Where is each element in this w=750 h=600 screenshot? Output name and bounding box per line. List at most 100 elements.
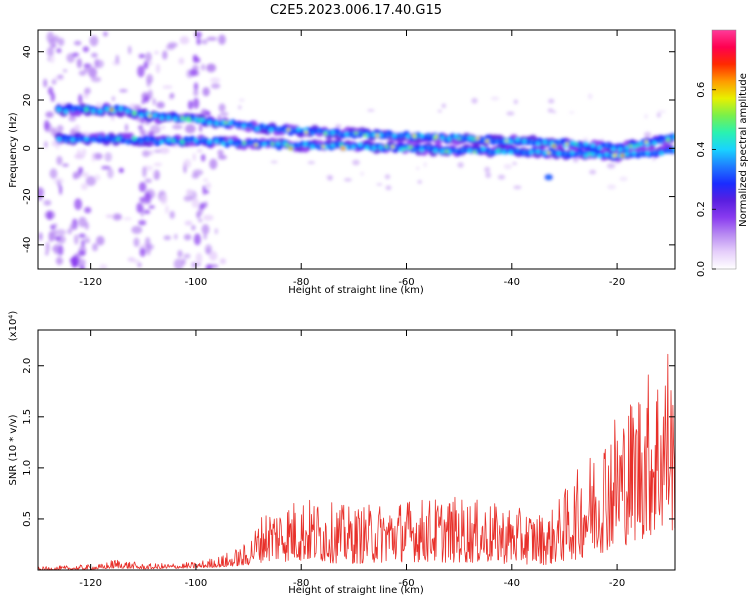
heatmap-cell <box>199 124 203 133</box>
heatmap-cell <box>657 110 667 113</box>
heatmap-cell <box>304 130 309 134</box>
heatmap-cell <box>574 142 578 146</box>
heatmap-cell <box>183 253 191 259</box>
heatmap-cell <box>159 139 165 145</box>
heatmap-cell <box>70 255 78 268</box>
heatmap-cell <box>444 149 449 153</box>
heatmap-cell <box>144 237 151 249</box>
heatmap-cell <box>485 172 492 179</box>
y-tick-label: -20 <box>22 188 33 204</box>
heatmap-cell <box>556 140 562 145</box>
heatmap-cell <box>193 233 201 246</box>
heatmap-cell <box>412 147 418 153</box>
heatmap-cell <box>202 214 214 221</box>
heatmap-cell <box>205 189 209 194</box>
heatmap-cell <box>480 146 486 152</box>
heatmap-cell <box>172 116 178 122</box>
heatmap-cell <box>91 152 96 163</box>
heatmap-cell <box>147 61 153 66</box>
colorbar-ticks: 0.0 0.2 0.4 0.6 <box>696 82 716 277</box>
heatmap-cell <box>99 264 108 269</box>
heatmap-cell <box>172 124 183 130</box>
heatmap-cell <box>471 137 476 141</box>
heatmap-cell <box>124 138 131 143</box>
heatmap-cell <box>91 52 98 58</box>
heatmap-cell <box>207 139 213 144</box>
heatmap-cell <box>645 150 651 156</box>
heatmap-cell <box>138 125 144 130</box>
heatmap-cell <box>143 61 149 70</box>
heatmap-cell <box>180 116 184 120</box>
heatmap-cell <box>52 246 58 252</box>
heatmap-cell <box>631 150 637 156</box>
heatmap-cell <box>402 147 406 151</box>
heatmap-cell <box>195 252 203 264</box>
heatmap-cell <box>198 218 203 223</box>
heatmap-cell <box>398 133 404 138</box>
spectrogram-panel: -120 -100 -80 -60 -40 -20 -40 -20 0 20 40 Height o… <box>8 29 676 296</box>
heatmap-cell <box>49 37 56 49</box>
heatmap-cell <box>110 108 114 111</box>
heatmap-cell <box>652 158 656 161</box>
heatmap-cell <box>83 66 89 73</box>
heatmap-cell <box>74 198 83 211</box>
heatmap-cell <box>47 56 51 62</box>
heatmap-cell <box>376 183 383 186</box>
heatmap-cell <box>82 148 87 157</box>
heatmap-cell <box>385 133 391 138</box>
heatmap-cell <box>84 221 89 230</box>
heatmap-cell <box>375 133 380 137</box>
heatmap-cell <box>118 107 124 112</box>
heatmap-cell <box>552 110 557 114</box>
heatmap-cell <box>658 139 664 144</box>
colorbar-tick-label: 0.6 <box>696 82 707 98</box>
heatmap-cell <box>528 139 534 145</box>
heatmap-cell <box>162 85 173 89</box>
heatmap-cell <box>426 133 432 138</box>
heatmap-cell <box>254 126 261 131</box>
heatmap-cell <box>467 136 473 141</box>
heatmap-cell <box>672 135 675 140</box>
heatmap-cell <box>203 233 207 240</box>
heatmap-cell <box>248 124 254 129</box>
heatmap-cell <box>54 236 62 241</box>
heatmap-cell <box>45 111 54 118</box>
heatmap-cell <box>378 145 384 150</box>
x-tick-label: -80 <box>293 277 309 288</box>
heatmap-cell <box>296 142 302 148</box>
heatmap-cell <box>131 136 137 141</box>
heatmap-cell <box>224 121 228 125</box>
heatmap-cell <box>210 77 221 84</box>
heatmap-cell <box>104 135 110 140</box>
heatmap-cell <box>56 48 62 54</box>
heatmap-cell <box>111 138 117 143</box>
heatmap-cell <box>51 79 57 85</box>
heatmap-cell <box>207 64 215 70</box>
heatmap-cell <box>629 144 633 148</box>
heatmap-cell <box>296 127 302 132</box>
snr-panel: -120 -100 -80 -60 -40 -20 0.5 1.0 1.5 2.0 Height … <box>8 311 676 596</box>
heatmap-cell <box>604 152 610 157</box>
heatmap-cell <box>84 237 91 244</box>
heatmap-cell <box>441 103 447 109</box>
heatmap-cell <box>142 166 147 178</box>
heatmap-cell <box>147 89 153 100</box>
heatmap-cell <box>184 220 193 226</box>
x-tick-label: -60 <box>398 578 414 589</box>
heatmap-cell <box>131 225 143 234</box>
x-tick-label: -100 <box>185 277 208 288</box>
heatmap-cell <box>546 151 551 155</box>
heatmap-cell <box>74 124 81 133</box>
heatmap-cell <box>391 133 397 138</box>
heatmap-cell <box>546 175 551 180</box>
heatmap-cell <box>583 153 589 158</box>
heatmap-cell <box>200 118 206 123</box>
heatmap-cell <box>471 97 478 104</box>
y-tick-label: 0.5 <box>22 511 33 527</box>
heatmap-cell <box>238 105 242 110</box>
heatmap-cell <box>143 209 151 215</box>
heatmap-cell <box>665 149 671 154</box>
heatmap-cell <box>55 257 64 265</box>
heatmap-cell <box>607 184 617 190</box>
heatmap-cell <box>191 198 200 208</box>
